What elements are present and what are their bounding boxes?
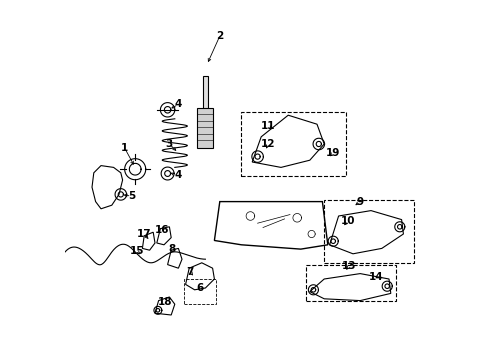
Text: 3: 3 [166,139,173,149]
Polygon shape [202,76,208,115]
Text: 4: 4 [175,170,182,180]
Text: 2: 2 [216,31,223,41]
Text: 18: 18 [158,297,172,307]
Text: 6: 6 [197,283,204,293]
Text: 1: 1 [121,143,128,153]
Bar [306,265,396,301]
Text: 15: 15 [130,246,144,256]
Text: 12: 12 [261,139,276,149]
Text: 13: 13 [342,261,357,271]
Text: 11: 11 [261,121,276,131]
Text: 7: 7 [187,267,194,277]
Text: 9: 9 [357,197,364,207]
Text: 14: 14 [369,272,384,282]
Polygon shape [197,108,213,148]
Text: 8: 8 [169,244,176,255]
Text: 10: 10 [341,216,355,226]
Text: 16: 16 [155,225,170,235]
Text: 17: 17 [137,229,151,239]
Bar [242,112,346,176]
Text: 19: 19 [326,148,341,158]
Bar [324,200,414,263]
Text: 4: 4 [175,99,182,109]
Bar [184,279,216,304]
Text: 5: 5 [128,191,135,201]
